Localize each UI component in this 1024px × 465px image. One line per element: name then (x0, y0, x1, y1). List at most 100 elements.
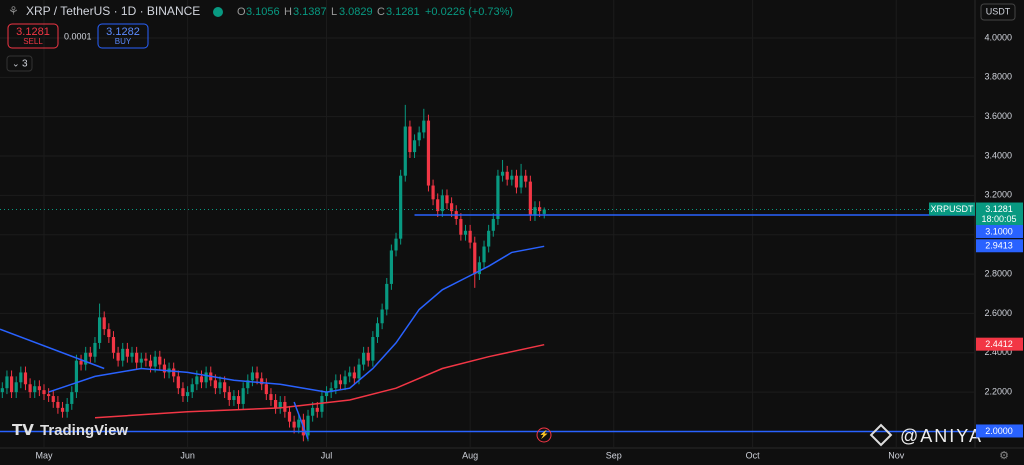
candle-body (445, 195, 449, 204)
candle-body (255, 372, 259, 379)
candle-body (306, 415, 310, 436)
candle-body (324, 392, 329, 397)
open-value: 3.1056 (246, 6, 280, 18)
candle-body (148, 360, 153, 367)
candle-body (28, 384, 32, 393)
sell-button[interactable] (7, 23, 59, 49)
candle-body (348, 372, 352, 377)
candle-body (403, 126, 407, 176)
candle-body (130, 352, 134, 357)
buy-button[interactable] (97, 23, 149, 49)
open-label: O (237, 6, 246, 18)
x-tick-label: Sep (606, 450, 622, 460)
close-value: 3.1281 (386, 6, 420, 18)
candle-body (371, 337, 375, 361)
candle-body (181, 388, 185, 397)
price-badge-text: 2.0000 (985, 426, 1013, 436)
candle-body (519, 175, 523, 188)
plot (0, 0, 975, 448)
signature-icon (869, 423, 893, 447)
candle-body (278, 401, 282, 408)
candle-body (241, 388, 245, 404)
y-tick-label: 2.8000 (984, 268, 1012, 278)
events-icon[interactable] (536, 427, 552, 443)
candle-body (19, 372, 23, 383)
candle-body (389, 250, 393, 284)
candle-body (338, 380, 343, 385)
settings-icon[interactable]: ⚙ (999, 450, 1009, 462)
price-badge (976, 225, 1023, 239)
x-tick-label: Oct (746, 450, 761, 460)
candle-body (524, 175, 528, 182)
candle-body (250, 372, 255, 381)
candle-body (260, 378, 264, 385)
indicators-count: 3 (22, 59, 28, 70)
candle-body (97, 317, 102, 343)
candle-body (60, 407, 65, 412)
candle-body (135, 352, 139, 363)
price-badge-text: 3.1000 (985, 226, 1013, 236)
candle-body (144, 358, 148, 361)
indicators-toggle[interactable] (6, 55, 33, 72)
candle-body (315, 407, 319, 412)
candle-body (227, 392, 231, 400)
candle-body (412, 140, 417, 153)
candle-body (162, 364, 167, 373)
buy-price: 3.1282 (106, 26, 140, 38)
x-tick-label: May (35, 450, 53, 460)
candle-body (125, 348, 129, 357)
currency: USDT (986, 6, 1011, 16)
candle-body (158, 356, 162, 365)
spread: 0.0001 (64, 31, 92, 41)
candle-body (510, 175, 514, 180)
candle-body (334, 380, 338, 389)
candle-body (33, 386, 37, 393)
candle-body (42, 390, 46, 395)
candle-body (399, 175, 403, 239)
y-tick-label: 3.6000 (984, 111, 1012, 121)
candle-body (417, 132, 421, 141)
y-tick-label: 3.8000 (984, 72, 1012, 82)
status-dot (213, 7, 223, 17)
y-tick-label: 2.4000 (984, 347, 1012, 357)
candle-body (185, 392, 190, 397)
candle-body (0, 388, 4, 393)
sell-label: SELL (23, 37, 43, 46)
candle-body (468, 230, 472, 243)
price-badge (976, 239, 1023, 253)
low-label: L (331, 6, 337, 18)
candle-body (84, 352, 88, 365)
candle-body (176, 376, 180, 389)
candle-body (218, 382, 222, 389)
candle-body (426, 120, 431, 186)
indicators-caret: ⌄ (12, 58, 20, 68)
watermark: TradingView (40, 422, 128, 439)
logo: 𝗧𝗩 (12, 422, 34, 439)
candle-body (292, 421, 296, 428)
candle-body (463, 230, 468, 235)
candle-body (190, 384, 194, 393)
candle-body (223, 382, 227, 393)
candle-body (482, 246, 486, 263)
candle-body (236, 396, 241, 404)
candle-body (496, 175, 500, 219)
candle-body (213, 380, 217, 389)
currency-button[interactable] (980, 3, 1016, 21)
candle-body (273, 399, 278, 408)
candle-body (204, 372, 208, 383)
symbol-title[interactable]: XRP / TetherUS · 1D · BINANCE (26, 4, 200, 18)
price-badge (976, 202, 1023, 227)
candle-body (487, 230, 491, 247)
candle-body (246, 380, 250, 389)
y-tick-label: 3.4000 (984, 150, 1012, 160)
overlay-line (0, 328, 105, 370)
candle-body (9, 376, 14, 393)
candle-body (450, 203, 454, 212)
change: +0.0226 (+0.73%) (425, 6, 513, 18)
buy-label: BUY (115, 37, 132, 46)
price-badge-text: 3.1281 (985, 204, 1013, 214)
y-tick-label: 2.6000 (984, 308, 1012, 318)
candle-body (431, 185, 435, 200)
candle-body (56, 401, 60, 408)
